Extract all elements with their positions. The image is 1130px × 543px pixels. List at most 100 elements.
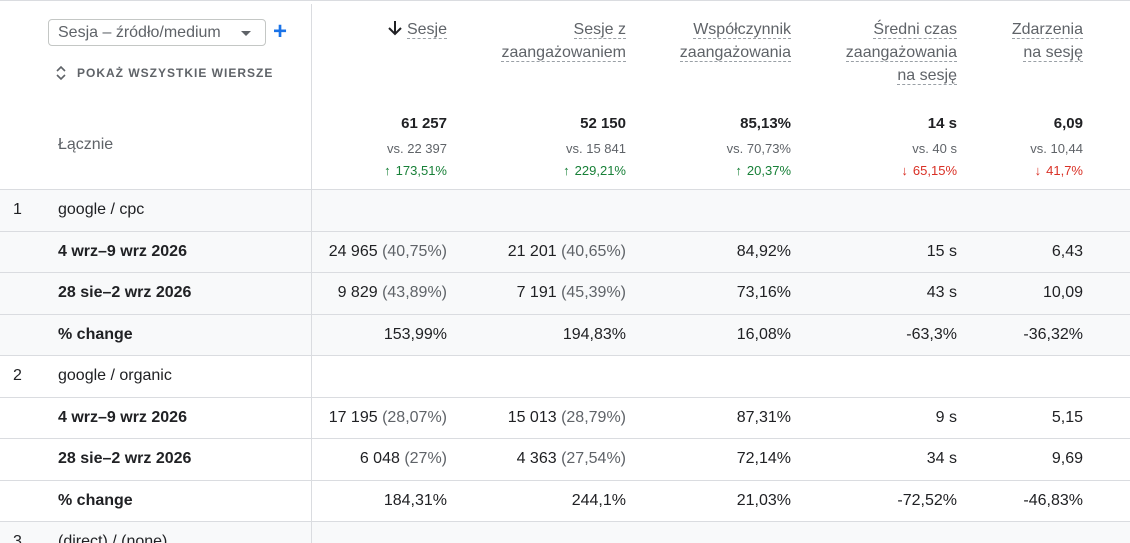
column-divider (311, 356, 312, 397)
cell-value: 84,92% (736, 242, 791, 260)
total-change-value: 65,15% (912, 163, 957, 178)
table-row[interactable]: 4 wrz–9 wrz 2026 24 965 (40,75%) 21 201 (4… (0, 230, 1130, 272)
cell-value: 244,1% (571, 491, 626, 509)
total-value: 85,13% (740, 115, 791, 132)
group-name: (direct) / (none) (58, 533, 168, 543)
total-comparison: vs. 15 841 (566, 141, 626, 156)
cell-percent-of-total: (43,89%) (377, 284, 447, 301)
cell-value: -46,83% (1023, 491, 1083, 509)
column-header-label: na sesję (1023, 44, 1083, 62)
row-value: 9,69 (1052, 450, 1083, 468)
cell-value: 15 013 (507, 408, 557, 426)
row-value: 21,03% (737, 492, 791, 510)
total-change: ↑ 229,21% (563, 163, 626, 178)
total-value: 61 257 (401, 115, 447, 132)
row-value: 184,31% (384, 492, 447, 510)
row-value: 17 195 (28,07%) (329, 409, 447, 427)
group-name: google / cpc (58, 201, 145, 218)
column-divider (311, 480, 312, 521)
row-value: 15 s (927, 243, 957, 261)
row-label: % change (58, 491, 133, 509)
cell-percent-of-total: (27,54%) (556, 450, 626, 467)
cell-value: 73,16% (736, 284, 791, 301)
cell-value: 6,43 (1051, 242, 1083, 260)
row-value: 153,99% (384, 326, 447, 344)
total-change-value: 20,37% (746, 163, 791, 178)
group-name: google / organic (58, 367, 172, 384)
column-divider (311, 231, 312, 272)
cell-value: -72,52% (897, 491, 957, 509)
unfold-icon (56, 65, 66, 81)
column-header-avg-engagement-time[interactable]: Średni czas zaangażowania na sesję (845, 18, 957, 87)
row-value: -63,3% (906, 326, 957, 344)
table-row[interactable]: % change 153,99% 194,83% 16,08% -63,3% -36,32… (0, 313, 1130, 355)
row-value: 84,92% (737, 243, 791, 261)
total-comparison: vs. 40 s (912, 141, 957, 156)
column-divider (311, 439, 312, 480)
row-value: -46,83% (1023, 492, 1083, 510)
caret-down-icon (241, 31, 251, 36)
cell-value: -36,32% (1023, 325, 1083, 343)
column-header-sessions[interactable]: Sesje (387, 18, 447, 41)
total-change-value: 41,7% (1046, 163, 1083, 178)
cell-value: 34 s (926, 450, 957, 467)
cell-percent-of-total: (28,07%) (377, 408, 447, 426)
total-value: 6,09 (1053, 115, 1083, 132)
column-header-events-per-session[interactable]: Zdarzenia na sesję (1011, 18, 1083, 64)
arrow-down-icon: ↓ (901, 163, 908, 178)
row-value: -36,32% (1023, 326, 1083, 344)
cell-value: 7 191 (516, 284, 557, 301)
cell-value: 9 s (935, 408, 957, 426)
column-header-engaged-sessions[interactable]: Sesje z zaangażowaniem (501, 18, 626, 64)
row-label: 28 sie–2 wrz 2026 (58, 284, 192, 301)
table-top-border (0, 0, 1130, 4)
total-change: ↓ 65,15% (901, 163, 957, 178)
group-row[interactable]: 1 google / cpc (0, 189, 1130, 231)
cell-value: 9,69 (1051, 450, 1083, 467)
total-change-value: 173,51% (395, 163, 447, 178)
arrow-up-icon: ↑ (384, 163, 391, 178)
cell-value: 15 s (926, 242, 957, 260)
row-value: 6 048 (27%) (360, 450, 447, 468)
row-value: 6,43 (1052, 243, 1083, 261)
cell-percent-of-total: (40,65%) (556, 242, 626, 260)
group-row[interactable]: 3 (direct) / (none) (0, 521, 1130, 543)
row-value: 73,16% (737, 284, 791, 302)
row-value: 4 363 (27,54%) (517, 450, 626, 468)
row-label: % change (58, 325, 133, 343)
column-header-label: zaangażowania (845, 44, 957, 62)
table-row[interactable]: % change 184,31% 244,1% 21,03% -72,52% -46,83… (0, 479, 1130, 521)
total-change-value: 229,21% (574, 163, 626, 178)
table-row[interactable]: 4 wrz–9 wrz 2026 17 195 (28,07%) 15 013 (2… (0, 396, 1130, 438)
column-header-label: zaangażowania (679, 44, 791, 62)
row-value: 9 s (936, 409, 957, 427)
row-label: 4 wrz–9 wrz 2026 (58, 408, 187, 426)
cell-value: 153,99% (383, 325, 447, 343)
cell-value: 6 048 (359, 450, 400, 467)
column-header-label: Współczynnik (693, 21, 791, 39)
column-divider (311, 314, 312, 355)
column-header-label: Zdarzenia (1011, 21, 1083, 39)
cell-percent-of-total: (28,79%) (556, 408, 626, 426)
row-label: 28 sie–2 wrz 2026 (58, 450, 192, 467)
row-value: 7 191 (45,39%) (517, 284, 626, 302)
cell-value: 16,08% (736, 325, 791, 343)
total-comparison: vs. 10,44 (1030, 141, 1083, 156)
column-divider (311, 522, 312, 543)
column-header-engagement-rate[interactable]: Współczynnik zaangażowania (679, 18, 791, 64)
table-row[interactable]: 28 sie–2 wrz 2026 6 048 (27%) 4 363 (27,54… (0, 438, 1130, 480)
row-value: 34 s (927, 450, 957, 468)
column-header-label: Sesje (406, 21, 447, 39)
table-row[interactable]: 28 sie–2 wrz 2026 9 829 (43,89%) 7 191 (45… (0, 272, 1130, 314)
cell-value: 43 s (926, 284, 957, 301)
add-dimension-button[interactable]: + (272, 18, 287, 45)
row-value: 194,83% (563, 326, 626, 344)
row-value: 43 s (927, 284, 957, 302)
column-header-label: na sesję (897, 67, 957, 85)
show-all-rows-button[interactable]: POKAŻ WSZYSTKIE WIERSZE (54, 64, 273, 82)
row-index: 2 (13, 367, 22, 384)
cell-value: -63,3% (906, 325, 957, 343)
group-row[interactable]: 2 google / organic (0, 355, 1130, 397)
cell-percent-of-total: (40,75%) (377, 242, 447, 260)
dimension-dropdown[interactable]: Sesja – źródło/medium (48, 19, 266, 46)
